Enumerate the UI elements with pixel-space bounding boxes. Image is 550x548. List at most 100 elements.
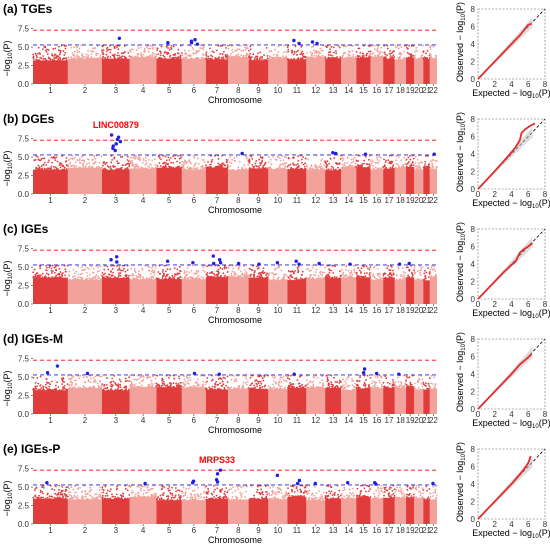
snp-point <box>300 386 303 389</box>
snp-point <box>34 387 37 389</box>
snp-point <box>68 487 71 490</box>
snp-point <box>54 166 57 169</box>
chromosome-tick-label: 8 <box>236 86 241 95</box>
snp-point <box>427 383 430 385</box>
snp-point <box>239 485 242 487</box>
snp-point <box>377 274 380 276</box>
snp-point <box>256 385 259 388</box>
snp-point <box>109 488 112 491</box>
snp-point <box>420 161 423 164</box>
snp-point <box>313 497 315 500</box>
significant-snp-point <box>189 39 194 43</box>
chromosome-tick-label: 18 <box>396 416 405 425</box>
snp-point <box>352 495 355 497</box>
snp-point <box>165 51 168 54</box>
snp-point <box>397 165 400 168</box>
snp-point <box>291 50 293 53</box>
snp-point <box>388 275 391 278</box>
snp-point <box>432 45 435 48</box>
snp-point <box>270 494 273 497</box>
snp-point <box>372 167 375 170</box>
y-tick-label: 2.5 <box>18 282 30 291</box>
snp-point <box>63 168 66 171</box>
snp-point <box>173 377 176 380</box>
chromosome-block <box>429 276 437 304</box>
snp-point <box>227 165 230 168</box>
snp-point <box>99 55 102 57</box>
snp-point <box>93 154 96 157</box>
chromosome-tick-label: 2 <box>83 306 88 315</box>
chromosome-block <box>33 498 68 524</box>
snp-point <box>324 277 327 280</box>
snp-point <box>215 273 218 276</box>
snp-point <box>142 378 145 381</box>
chromosome-tick-label: 10 <box>273 86 282 95</box>
snp-point <box>334 491 336 494</box>
snp-point <box>142 375 145 378</box>
snp-point <box>111 267 114 270</box>
snp-point <box>209 497 212 500</box>
chromosome-tick-label: 14 <box>344 306 353 315</box>
snp-point <box>267 274 270 277</box>
snp-point <box>244 155 247 158</box>
snp-point <box>385 489 388 492</box>
snp-point <box>78 166 81 169</box>
snp-point <box>364 275 367 278</box>
snp-point <box>101 486 104 488</box>
snp-point <box>204 381 207 384</box>
snp-point <box>351 497 354 500</box>
snp-point <box>111 385 113 388</box>
significant-snp-point <box>217 372 221 376</box>
snp-point <box>327 273 329 276</box>
snp-point <box>244 275 247 278</box>
snp-point <box>326 376 329 379</box>
snp-point <box>386 381 389 384</box>
snp-point <box>57 264 60 267</box>
snp-point <box>421 378 424 381</box>
snp-point <box>91 271 94 274</box>
snp-point <box>202 57 205 60</box>
snp-point <box>119 167 122 170</box>
snp-point <box>258 384 261 387</box>
snp-point <box>138 155 141 158</box>
snp-point <box>315 54 318 57</box>
snp-point <box>409 165 412 167</box>
snp-point <box>113 276 116 278</box>
snp-point <box>227 387 230 390</box>
snp-point <box>206 275 209 278</box>
snp-point <box>379 55 382 58</box>
snp-point <box>357 386 360 389</box>
snp-point <box>282 167 284 170</box>
snp-point <box>346 498 348 500</box>
snp-point <box>400 46 403 49</box>
snp-point <box>414 58 417 60</box>
chromosome-block <box>101 390 130 414</box>
snp-point <box>359 51 362 54</box>
snp-point <box>299 385 301 388</box>
snp-point <box>430 44 433 47</box>
snp-point <box>202 44 205 47</box>
snp-point <box>171 494 174 497</box>
snp-point <box>240 49 243 52</box>
snp-point <box>76 278 78 281</box>
snp-point <box>58 267 61 270</box>
snp-point <box>384 56 387 58</box>
snp-point <box>425 271 428 274</box>
significant-snp-point <box>113 148 117 153</box>
snp-point <box>74 491 77 494</box>
snp-point <box>196 157 199 160</box>
snp-point <box>429 275 431 278</box>
snp-point <box>408 376 411 379</box>
snp-point <box>378 381 381 384</box>
chromosome-block <box>268 280 288 304</box>
snp-point <box>366 387 368 390</box>
snp-point <box>250 498 253 501</box>
snp-point <box>74 385 76 388</box>
snp-point <box>183 278 186 280</box>
chromosome-block <box>423 500 430 524</box>
chromosome-tick-label: 19 <box>406 526 415 535</box>
snp-point <box>231 168 234 171</box>
y-axis-title: −log10(P) <box>2 481 14 517</box>
snp-point <box>185 53 188 55</box>
snp-point <box>161 485 164 487</box>
